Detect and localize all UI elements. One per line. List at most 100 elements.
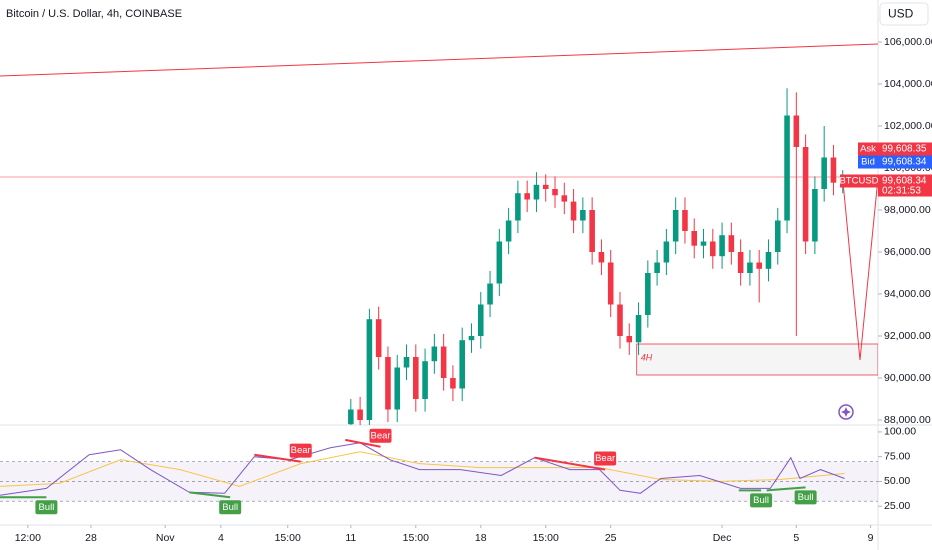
quote-tag xyxy=(878,155,932,169)
candle-body xyxy=(375,319,382,358)
quote-tag xyxy=(878,174,932,197)
y-tick-label: 96,000.00 xyxy=(884,246,931,258)
candle-body xyxy=(524,193,530,200)
candle-body xyxy=(719,235,725,257)
chart-title: Bitcoin / U.S. Dollar, 4h, COINBASE xyxy=(6,8,182,20)
quote-label-bg xyxy=(840,174,878,188)
divergence-line xyxy=(534,456,606,471)
zone-label: 4H xyxy=(641,352,653,362)
rsi-line xyxy=(0,442,845,496)
quote-label: BTCUSD xyxy=(839,176,878,187)
divergence-label: Bull xyxy=(753,495,769,506)
candle-body xyxy=(403,357,410,368)
x-tick-label: 9 xyxy=(868,532,874,544)
candle-body xyxy=(477,304,484,337)
x-tick-label: Nov xyxy=(156,532,175,544)
currency-label[interactable]: USD xyxy=(888,7,914,21)
divergence-tag xyxy=(594,451,617,466)
quote-label-bg xyxy=(858,155,878,169)
divergence-label: Bear xyxy=(291,445,311,456)
y-tick-label: 102,000.00 xyxy=(884,120,932,132)
quote-value: 99,608.34 xyxy=(882,176,927,187)
candle-body xyxy=(468,336,475,341)
candle-body xyxy=(561,195,568,202)
candle-body xyxy=(626,336,633,343)
candle-body xyxy=(728,235,735,253)
x-tick-label: 4 xyxy=(218,532,224,544)
candle-body xyxy=(505,220,512,242)
candle-body xyxy=(737,252,744,274)
candle-body xyxy=(496,241,503,284)
candle-body xyxy=(422,361,428,400)
y-tick-label: 92,000.00 xyxy=(884,330,931,342)
candle-body xyxy=(635,315,642,343)
quote-value: 99,608.34 xyxy=(882,157,927,168)
candle-body xyxy=(747,262,753,274)
candle-body xyxy=(366,319,373,421)
x-tick-label: 15:00 xyxy=(275,532,301,544)
candle-body xyxy=(552,189,558,196)
candle-body xyxy=(487,283,493,305)
candle-body xyxy=(385,357,391,410)
x-tick-label: 18 xyxy=(475,532,487,544)
y-tick-label: 94,000.00 xyxy=(884,288,931,300)
divergence-tag xyxy=(750,493,773,508)
x-tick-label: 15:00 xyxy=(403,532,429,544)
candle-body xyxy=(672,210,679,242)
candle-body xyxy=(533,184,540,200)
candle-body xyxy=(774,220,781,253)
candle-body xyxy=(821,157,827,190)
candle-body xyxy=(598,252,605,263)
x-tick-label: 25 xyxy=(605,532,617,544)
divergence-line xyxy=(345,438,381,448)
candle-body xyxy=(756,262,762,269)
candle-body xyxy=(394,367,401,410)
quote-value: 99,608.35 xyxy=(882,144,927,155)
candle-body xyxy=(413,357,419,400)
candle-body xyxy=(802,147,809,242)
trend-line xyxy=(0,43,878,77)
candle-body xyxy=(682,210,688,232)
candle-body xyxy=(542,184,549,190)
compass-icon[interactable] xyxy=(838,404,854,420)
divergence-line xyxy=(254,453,301,463)
candle-body xyxy=(691,231,698,246)
divergence-label: Bear xyxy=(370,430,390,441)
candle-body xyxy=(431,346,438,362)
x-tick-label: 12:00 xyxy=(15,532,41,544)
candle-body xyxy=(570,201,577,221)
candle-body xyxy=(450,378,456,389)
x-tick-label: Dec xyxy=(713,532,732,544)
candle-body xyxy=(607,262,614,305)
candle-body xyxy=(357,409,363,421)
candle-body xyxy=(830,157,837,183)
candle-body xyxy=(580,210,586,221)
candle-body xyxy=(700,241,707,246)
x-tick-label: 11 xyxy=(345,532,356,544)
y-tick-label: 106,000.00 xyxy=(884,36,932,48)
y-tick-label: 104,000.00 xyxy=(884,78,932,90)
divergence-tag xyxy=(794,490,817,505)
candle-body xyxy=(793,115,800,148)
y-tick-label: 98,000.00 xyxy=(884,204,931,216)
y-tick-label: 90,000.00 xyxy=(884,372,931,384)
projection-arrow xyxy=(842,177,878,361)
candle-body xyxy=(784,115,790,221)
candle-body xyxy=(654,262,660,274)
divergence-line xyxy=(766,486,806,492)
quote-countdown: 02:31:53 xyxy=(882,186,921,197)
candle-body xyxy=(812,189,818,242)
quote-label: Ask xyxy=(860,144,876,155)
y-tick-label: 88,000.00 xyxy=(884,414,931,426)
candle-body xyxy=(765,252,772,269)
rsi-y-tick-label: 25.00 xyxy=(884,500,910,512)
quote-tag xyxy=(878,142,932,156)
divergence-label: Bear xyxy=(595,453,615,464)
candle-body xyxy=(617,304,623,337)
currency-button[interactable] xyxy=(879,2,929,26)
rsi-y-tick-label: 100.00 xyxy=(884,426,916,438)
x-tick-label: 5 xyxy=(793,532,799,544)
candle-body xyxy=(589,210,595,253)
quote-label-bg xyxy=(858,142,878,156)
